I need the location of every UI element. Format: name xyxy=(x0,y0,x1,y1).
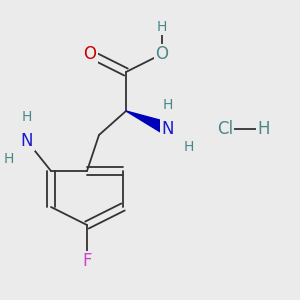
Text: Cl: Cl xyxy=(217,120,233,138)
Text: F: F xyxy=(82,252,92,270)
Polygon shape xyxy=(126,111,171,135)
Text: N: N xyxy=(21,132,33,150)
Text: O: O xyxy=(83,45,97,63)
Text: H: H xyxy=(163,98,173,112)
Text: H: H xyxy=(258,120,270,138)
Text: N: N xyxy=(162,120,174,138)
Text: H: H xyxy=(22,110,32,124)
Text: O: O xyxy=(155,45,169,63)
Text: H: H xyxy=(157,20,167,34)
Text: H: H xyxy=(184,140,194,154)
Text: H: H xyxy=(4,152,14,166)
